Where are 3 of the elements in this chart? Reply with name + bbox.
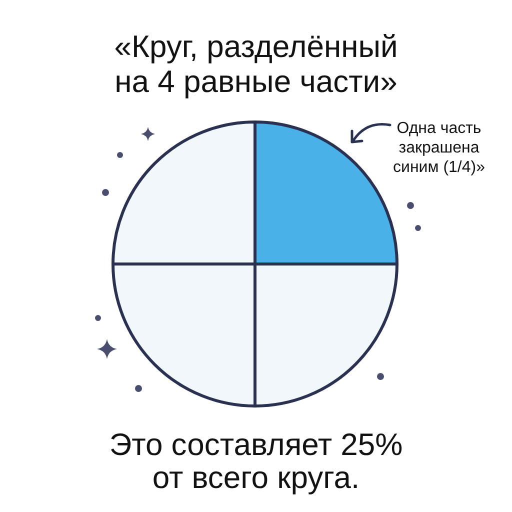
text: Одна часть закрашена синим (1/4)» (393, 120, 486, 176)
text: Это составляет 25% от всего круга. (109, 427, 403, 495)
chart-title: «Круг, разделённый на 4 равные части» (114, 29, 398, 99)
